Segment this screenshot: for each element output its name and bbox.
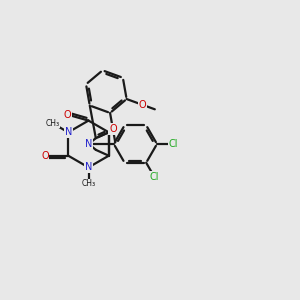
Text: Cl: Cl xyxy=(150,172,159,182)
Text: N: N xyxy=(64,127,72,137)
Text: Cl: Cl xyxy=(169,139,178,149)
Text: CH₃: CH₃ xyxy=(81,179,96,188)
Text: N: N xyxy=(85,139,93,149)
Text: O: O xyxy=(64,110,71,120)
Text: O: O xyxy=(138,100,146,110)
Text: CH₃: CH₃ xyxy=(46,119,60,128)
Text: O: O xyxy=(41,151,49,161)
Text: N: N xyxy=(85,162,92,172)
Text: O: O xyxy=(109,124,117,134)
